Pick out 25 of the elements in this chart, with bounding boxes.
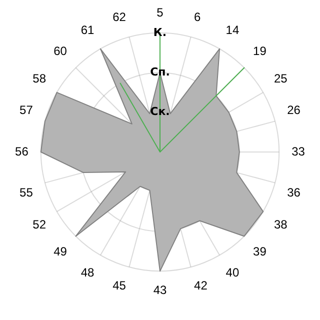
spoke-label: 26	[287, 103, 301, 118]
spoke-label: 19	[253, 44, 267, 58]
spoke-label: 55	[20, 186, 34, 200]
spoke-label: 49	[54, 244, 68, 259]
spoke-label: 40	[226, 265, 240, 280]
spoke-label: 57	[20, 103, 34, 118]
spoke-label: 52	[32, 217, 46, 232]
y-tick-label: К.	[153, 26, 167, 39]
spoke-label: 58	[32, 71, 46, 86]
spoke-label: 61	[80, 23, 95, 38]
spoke-label: 45	[112, 278, 126, 293]
spoke-label: 42	[194, 278, 208, 293]
spoke-label: 38	[274, 217, 288, 232]
spoke-label: 14	[226, 23, 240, 38]
spoke-label: 43	[153, 283, 167, 298]
spoke-label: 62	[112, 10, 126, 24]
spoke-label: 56	[15, 144, 29, 158]
spoke-label: 60	[54, 44, 68, 58]
spoke-label: 25	[274, 71, 288, 86]
spoke-label: 33	[292, 144, 306, 158]
spoke-label: 6	[194, 10, 202, 24]
spoke-label: 48	[80, 265, 95, 280]
spoke-label: 5	[156, 6, 164, 20]
spoke-label: 36	[287, 186, 301, 200]
spoke-label: 39	[253, 244, 267, 259]
